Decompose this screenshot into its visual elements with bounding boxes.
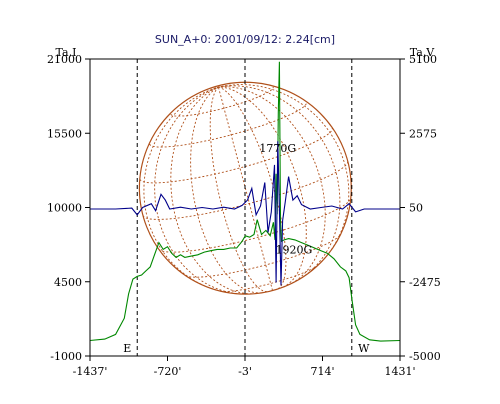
latitude-line [158,198,352,253]
x-tick-label: 1431' [384,365,415,378]
longitude-line [217,86,273,291]
longitude-line [209,86,268,293]
longitude-line [218,84,350,263]
x-tick-label: 714' [310,365,334,378]
latitude-line [139,128,333,184]
x-tick-label: -1437' [73,365,108,378]
axes: 21000 15500 10000 4500 -1000 5100 2575 50 -2475 -… [47,53,441,378]
longitude-line [154,86,242,295]
right-axis-label: Ta,V [410,46,436,59]
longitude-line [190,86,262,294]
longitude-line [218,85,341,279]
left-axis-label: Ta,I [56,46,77,59]
longitude-line [170,86,253,295]
latitude-line [185,233,342,278]
left-tick-label: 21000 [47,53,82,66]
annotations: 1770G 1920G [259,142,312,256]
left-tick-label: 15500 [47,127,82,140]
right-tick-label: -2475 [409,276,441,289]
longitude-line [218,86,326,284]
east-limb-marker-label: E [123,342,131,355]
series-V-line [90,141,400,286]
right-tick-label: 2575 [409,127,437,140]
x-tick-label: -720' [154,365,182,378]
field-annotation: 1920G [276,243,313,256]
latitude-line [170,86,274,117]
longitude-line [218,86,307,288]
right-tick-label: 50 [409,202,423,215]
left-tick-label: 4500 [54,276,82,289]
longitude-line [143,86,219,291]
left-tick-label: 10000 [47,202,82,215]
series-I-line [89,61,401,342]
left-tick-label: -1000 [50,350,82,363]
series-layer [89,61,401,342]
x-tick-label: -3' [238,365,252,378]
solar-disk-grid [138,81,352,295]
right-tick-label: -5000 [409,350,441,363]
west-limb-marker-label: W [358,342,370,355]
latitude-line [142,161,349,220]
longitude-line [218,86,287,290]
right-tick-label: 5100 [409,53,437,66]
field-annotation: 1770G [259,142,296,155]
chart-title: SUN_A+0: 2001/09/12: 2.24[cm] [155,33,335,46]
